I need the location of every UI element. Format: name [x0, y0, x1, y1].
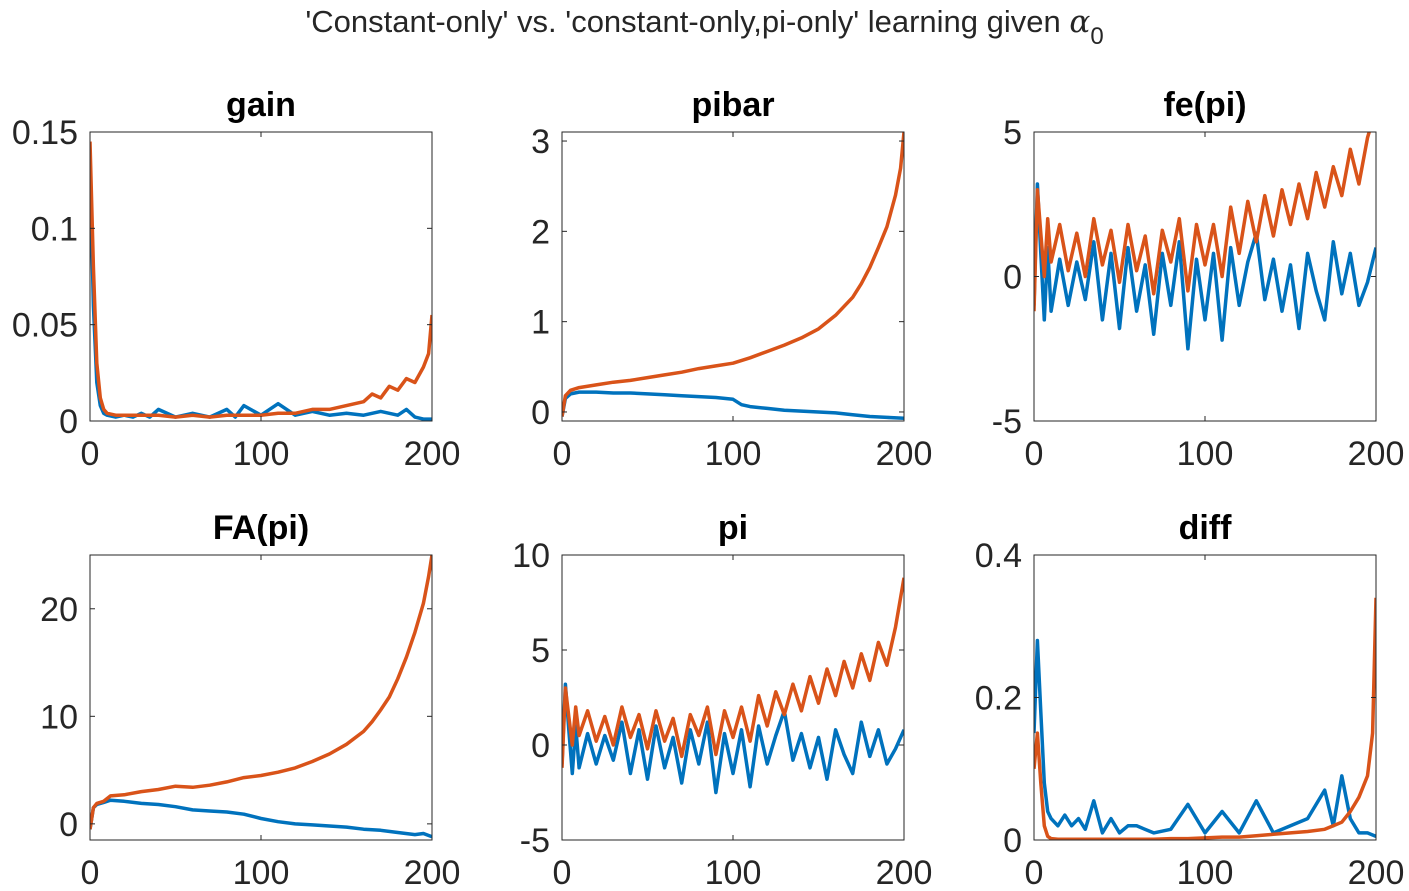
y-tick-label: 5: [1003, 114, 1022, 152]
series-line-1: [562, 390, 904, 421]
y-tick-label: 10: [512, 537, 550, 575]
x-tick-label: 0: [81, 854, 100, 891]
y-tick-label: 0: [531, 394, 550, 432]
y-tick-label: 1: [531, 304, 550, 342]
x-tick-label: 100: [233, 854, 290, 891]
figure-title-text: 'Constant-only' vs. 'constant-only,pi-on…: [305, 4, 1070, 39]
axes-box: [89, 131, 433, 422]
x-tick-label: 100: [1177, 854, 1234, 891]
axes-box: [89, 554, 433, 841]
x-tick-label: 200: [404, 435, 461, 473]
y-tick-label: 0.4: [975, 537, 1022, 575]
x-tick-label: 200: [404, 854, 461, 891]
y-tick-label: 0: [59, 403, 78, 441]
x-tick-label: 0: [553, 435, 572, 473]
x-tick-label: 0: [1025, 854, 1044, 891]
x-tick-label: 100: [1177, 435, 1234, 473]
subplot-title: pibar: [691, 86, 774, 124]
y-tick-label: 0.15: [12, 114, 78, 152]
figure-title: 'Constant-only' vs. 'constant-only,pi-on…: [0, 4, 1409, 50]
y-tick-label: 0.2: [975, 680, 1022, 718]
subplot-title: gain: [226, 86, 296, 124]
series-line-2: [1034, 132, 1372, 312]
series-line-2: [562, 132, 904, 417]
y-tick-label: -5: [992, 403, 1022, 441]
x-tick-label: 0: [1025, 435, 1044, 473]
y-tick-label: 3: [531, 123, 550, 161]
subplot-1: 0 100 200 0 0.05 0.1 0.15 gain: [12, 86, 461, 473]
y-tick-label: 0.1: [31, 210, 78, 248]
x-tick-label: 200: [1348, 435, 1405, 473]
subplot-title: fe(pi): [1163, 86, 1246, 124]
y-tick-label: -5: [520, 822, 550, 860]
y-tick-label: 0.05: [12, 307, 78, 345]
subplot-title: diff: [1179, 509, 1233, 547]
series-line-2: [90, 555, 432, 830]
subplot-4: 0 100 200 0 10 20 FA(pi): [40, 509, 460, 891]
x-tick-label: 200: [876, 854, 933, 891]
y-tick-label: 0: [59, 806, 78, 844]
x-tick-label: 100: [705, 854, 762, 891]
subplot-6: 0 100 200 0 0.2 0.4 diff: [975, 509, 1405, 891]
series-line-2: [90, 141, 432, 419]
subplot-title: pi: [718, 509, 748, 547]
alpha-symbol: α: [1069, 4, 1091, 40]
y-tick-label: 2: [531, 213, 550, 251]
axes-box: [561, 131, 905, 422]
y-tick-label: 10: [40, 698, 78, 736]
x-tick-label: 200: [876, 435, 933, 473]
series-line-1: [90, 160, 432, 421]
series-line-1: [1034, 182, 1376, 351]
x-tick-label: 0: [553, 854, 572, 891]
subplot-2: 0 100 200 0 1 2 3 pibar: [531, 86, 932, 473]
y-tick-label: 0: [531, 727, 550, 765]
y-tick-label: 0: [1003, 822, 1022, 860]
series-line-2: [1034, 597, 1376, 840]
series-line-1: [90, 798, 432, 839]
y-tick-label: 0: [1003, 259, 1022, 297]
axes-box: [561, 554, 905, 841]
y-tick-label: 20: [40, 591, 78, 629]
x-tick-label: 100: [705, 435, 762, 473]
series-line-1: [1034, 638, 1376, 839]
series-line-2: [562, 577, 904, 768]
x-tick-label: 200: [1348, 854, 1405, 891]
series-line-1: [562, 682, 904, 795]
x-tick-label: 0: [81, 435, 100, 473]
x-tick-label: 100: [233, 435, 290, 473]
subplot-title: FA(pi): [213, 509, 309, 547]
y-tick-label: 5: [531, 632, 550, 670]
alpha-subscript: 0: [1090, 23, 1104, 50]
